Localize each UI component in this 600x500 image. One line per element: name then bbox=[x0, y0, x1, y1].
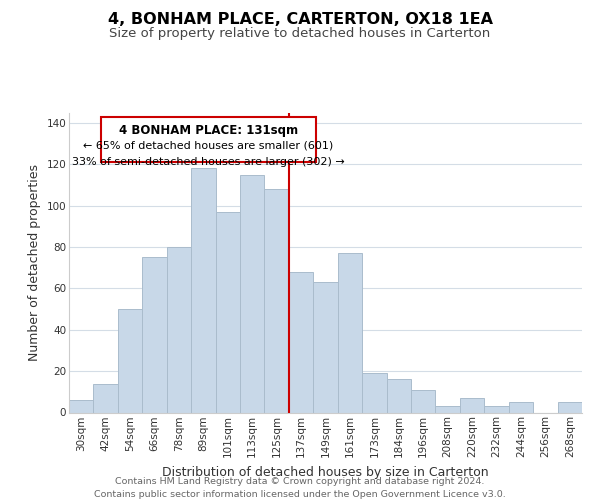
Bar bbox=[557, 402, 582, 412]
Bar bbox=[509, 402, 533, 412]
Bar bbox=[94, 384, 118, 412]
Bar bbox=[289, 272, 313, 412]
Bar bbox=[386, 380, 411, 412]
Text: 33% of semi-detached houses are larger (302) →: 33% of semi-detached houses are larger (… bbox=[72, 157, 344, 167]
Text: ← 65% of detached houses are smaller (601): ← 65% of detached houses are smaller (60… bbox=[83, 140, 334, 150]
Text: Size of property relative to detached houses in Carterton: Size of property relative to detached ho… bbox=[109, 28, 491, 40]
Bar bbox=[338, 253, 362, 412]
Bar bbox=[460, 398, 484, 412]
Text: Contains HM Land Registry data © Crown copyright and database right 2024.: Contains HM Land Registry data © Crown c… bbox=[115, 478, 485, 486]
Bar bbox=[118, 309, 142, 412]
Text: Contains public sector information licensed under the Open Government Licence v3: Contains public sector information licen… bbox=[94, 490, 506, 499]
Bar bbox=[240, 174, 265, 412]
Bar bbox=[265, 189, 289, 412]
Bar bbox=[411, 390, 436, 412]
Bar bbox=[191, 168, 215, 412]
Bar bbox=[362, 373, 386, 412]
Text: 4 BONHAM PLACE: 131sqm: 4 BONHAM PLACE: 131sqm bbox=[119, 124, 298, 137]
Bar bbox=[69, 400, 94, 412]
Bar bbox=[484, 406, 509, 412]
Bar bbox=[313, 282, 338, 412]
Bar bbox=[215, 212, 240, 412]
Bar bbox=[167, 247, 191, 412]
X-axis label: Distribution of detached houses by size in Carterton: Distribution of detached houses by size … bbox=[162, 466, 489, 478]
Text: 4, BONHAM PLACE, CARTERTON, OX18 1EA: 4, BONHAM PLACE, CARTERTON, OX18 1EA bbox=[107, 12, 493, 28]
FancyBboxPatch shape bbox=[101, 116, 316, 162]
Y-axis label: Number of detached properties: Number of detached properties bbox=[28, 164, 41, 361]
Bar bbox=[142, 258, 167, 412]
Bar bbox=[436, 406, 460, 412]
